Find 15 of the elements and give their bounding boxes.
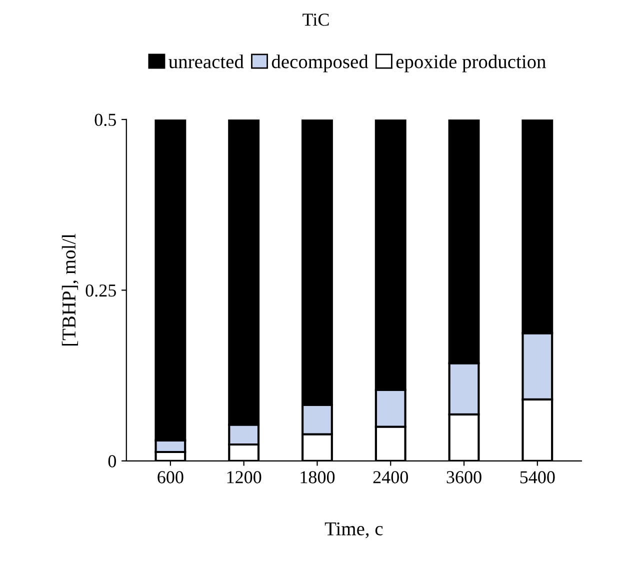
x-tick-label: 1800 [300,471,335,484]
legend-label: decomposed [272,54,368,72]
y-axis-title: [TBHP], mol/l [62,234,78,346]
y-tick-label: 0.5 [94,114,116,126]
y-tick-label: 0 [108,455,116,468]
x-axis-title: Time, c [324,522,383,538]
x-tick-label: 1200 [227,471,262,484]
chart-title: TiC [302,14,329,26]
y-tick-label: 0.25 [86,284,116,297]
x-tick-label: 2400 [373,471,408,484]
x-tick-label: 600 [158,471,184,484]
legend-label: unreacted [168,54,244,68]
legend-label: epoxide production [396,54,546,72]
x-tick-label: 5400 [520,471,555,484]
x-tick-label: 3600 [446,471,482,484]
